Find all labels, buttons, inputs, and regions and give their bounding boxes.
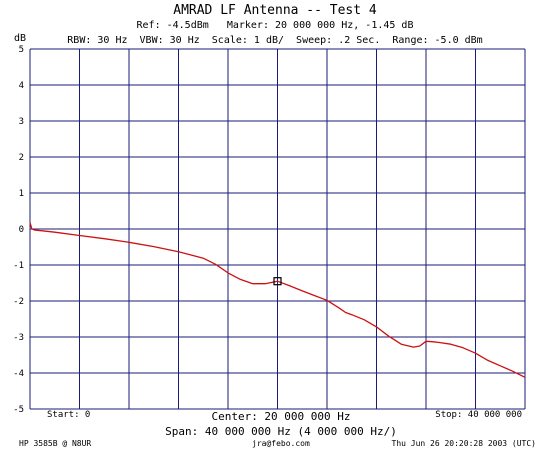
trace-line xyxy=(29,222,526,378)
y-tick-label: 0 xyxy=(19,225,24,235)
instrument-id: HP 3585B @ N8UR xyxy=(19,439,92,448)
y-tick-label: -2 xyxy=(13,297,24,307)
settings-line: RBW: 30 Hz VBW: 30 Hz Scale: 1 dB/ Sweep… xyxy=(67,35,483,46)
y-tick-label: -1 xyxy=(13,261,24,271)
reference-marker-line: Ref: -4.5dBm Marker: 20 000 000 Hz, -1.4… xyxy=(136,20,414,31)
y-tick-label: -3 xyxy=(13,333,24,343)
y-tick-label: -5 xyxy=(13,405,24,415)
y-tick-label: -4 xyxy=(13,369,24,379)
span-readout: Span: 40 000 000 Hz (4 000 000 Hz/) xyxy=(165,425,397,438)
y-tick-label: 2 xyxy=(19,153,24,163)
marker-box xyxy=(273,277,282,286)
contact-email: jra@febo.com xyxy=(252,439,310,448)
center-frequency: Center: 20 000 000 Hz xyxy=(211,410,351,423)
start-frequency: Start: 0 xyxy=(47,410,91,420)
capture-timestamp: Thu Jun 26 20:20:28 2003 (UTC) xyxy=(391,439,537,448)
y-tick-label: 5 xyxy=(19,45,24,55)
stop-frequency: Stop: 40 000 000 xyxy=(435,410,522,420)
y-tick-label: 1 xyxy=(19,189,24,199)
y-axis-unit: dB xyxy=(14,33,27,44)
chart-title: AMRAD LF Antenna -- Test 4 xyxy=(173,3,377,18)
y-tick-label: 3 xyxy=(19,117,24,127)
y-tick-label: 4 xyxy=(19,81,24,91)
